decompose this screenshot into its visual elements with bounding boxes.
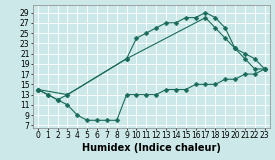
X-axis label: Humidex (Indice chaleur): Humidex (Indice chaleur) [82, 143, 221, 153]
